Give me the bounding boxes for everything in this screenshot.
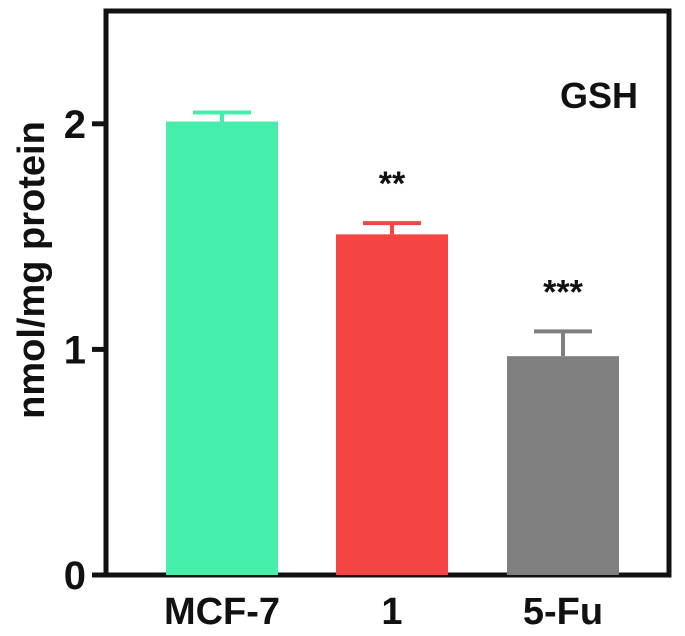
x-tick-label: 5-Fu: [523, 591, 603, 633]
y-tick-label: 0: [64, 554, 86, 598]
x-tick-labels: MCF-7 1 5-Fu: [164, 591, 603, 633]
x-tick-label: MCF-7: [164, 591, 280, 633]
y-tick-label: 2: [64, 103, 86, 147]
significance-label: ***: [543, 273, 583, 311]
y-tick-label: 1: [64, 328, 86, 372]
x-tick-label: 1: [381, 591, 402, 633]
bar: [336, 234, 448, 575]
bar: [166, 121, 278, 575]
chart-title: GSH: [560, 75, 638, 116]
significance-label: **: [379, 165, 406, 203]
bar: [507, 356, 619, 575]
bars-group: *****: [166, 110, 619, 575]
y-axis-label: nmol/mg protein: [11, 121, 53, 419]
y-ticks: 0 1 2: [64, 103, 106, 598]
